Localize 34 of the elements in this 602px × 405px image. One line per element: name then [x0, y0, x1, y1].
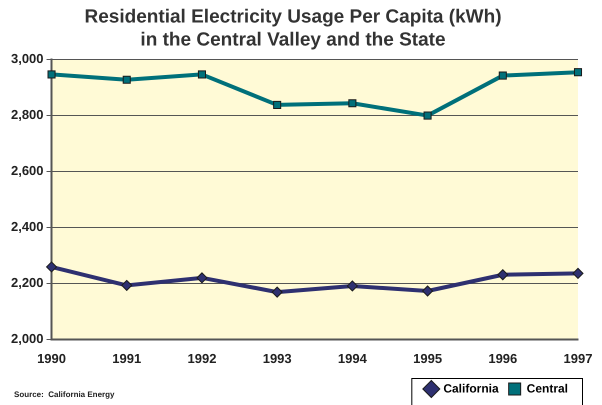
y-tick-label: 3,000 — [10, 51, 44, 66]
x-tick-label: 1994 — [338, 350, 368, 366]
legend-label: California — [443, 381, 499, 396]
x-tick-label: 1997 — [564, 350, 592, 366]
y-tick-label: 2,600 — [10, 163, 44, 178]
point — [122, 76, 131, 84]
point — [572, 268, 584, 279]
point — [46, 261, 58, 272]
point — [47, 70, 56, 78]
legend-label: Central — [526, 381, 568, 396]
x-tick-label: 1993 — [262, 350, 292, 366]
point — [424, 112, 432, 120]
x-tick-label: 1990 — [37, 350, 66, 366]
point — [422, 285, 434, 296]
x-tick-label: 1996 — [488, 350, 518, 366]
point — [273, 100, 282, 109]
x-tick-label: 1995 — [413, 350, 442, 366]
y-tick-label: 2,800 — [10, 107, 44, 122]
x-tick-label: 1991 — [112, 350, 142, 366]
point — [348, 99, 356, 108]
point — [574, 68, 582, 76]
point — [346, 280, 358, 292]
point — [196, 272, 208, 284]
point — [272, 286, 283, 298]
y-tick-label: 2,400 — [10, 219, 44, 234]
y-tick-label: 2,200 — [10, 275, 44, 290]
y-tick-label: 2,000 — [10, 330, 44, 346]
x-tick-label: 1992 — [187, 350, 216, 366]
point — [121, 280, 132, 291]
point — [198, 70, 206, 78]
chart-title: Residential Electricity Usage Per Capita (kWh) in the Central Valley and the State — [84, 6, 502, 50]
point — [497, 269, 508, 280]
source-note: Source: California Energy — [14, 390, 116, 400]
point — [498, 72, 507, 80]
